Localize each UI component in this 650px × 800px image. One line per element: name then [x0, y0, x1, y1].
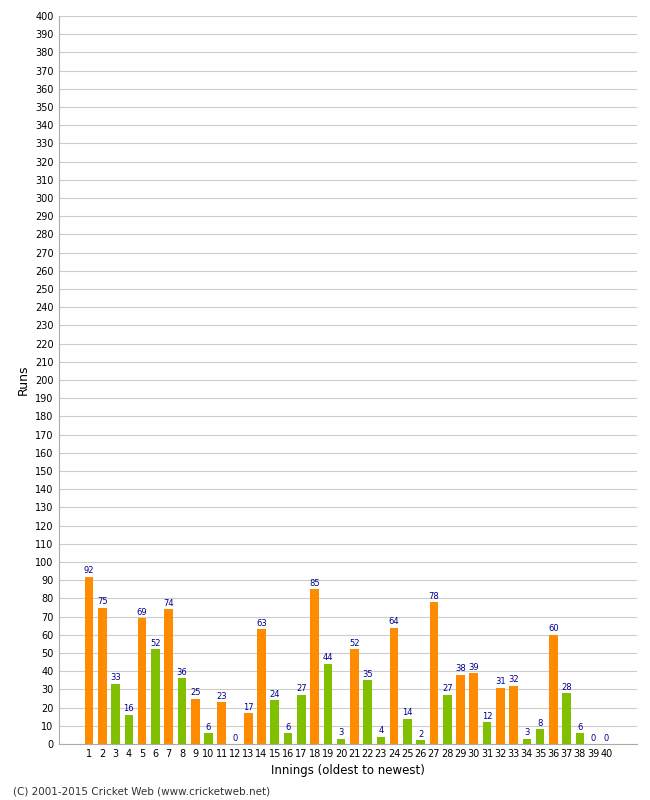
Text: 23: 23 — [216, 692, 227, 701]
Bar — [376, 737, 385, 744]
Text: 78: 78 — [428, 591, 439, 601]
Bar — [456, 675, 465, 744]
Text: 12: 12 — [482, 712, 492, 721]
Bar — [244, 713, 253, 744]
Text: 25: 25 — [190, 688, 200, 697]
Text: 3: 3 — [339, 728, 344, 737]
Bar — [417, 740, 425, 744]
Text: 39: 39 — [469, 662, 479, 671]
Bar — [523, 738, 531, 744]
Bar — [84, 577, 94, 744]
Text: 74: 74 — [163, 599, 174, 608]
Text: 64: 64 — [389, 617, 400, 626]
Bar — [111, 684, 120, 744]
Bar — [443, 695, 452, 744]
Text: 27: 27 — [296, 685, 307, 694]
Bar — [191, 698, 200, 744]
Text: 31: 31 — [495, 677, 506, 686]
Text: 36: 36 — [177, 668, 187, 677]
Bar — [509, 686, 518, 744]
Bar — [310, 590, 319, 744]
Bar — [218, 702, 226, 744]
Text: 33: 33 — [111, 674, 121, 682]
Bar — [403, 718, 411, 744]
Text: 52: 52 — [349, 639, 359, 648]
Text: 92: 92 — [84, 566, 94, 575]
Text: 16: 16 — [124, 705, 134, 714]
Bar — [257, 630, 266, 744]
Text: 52: 52 — [150, 639, 161, 648]
Text: 0: 0 — [233, 734, 238, 742]
Text: 35: 35 — [362, 670, 373, 679]
Text: 32: 32 — [508, 675, 519, 684]
Bar — [297, 695, 306, 744]
Bar — [575, 733, 584, 744]
Text: 24: 24 — [270, 690, 280, 699]
Bar — [562, 693, 571, 744]
Text: 6: 6 — [206, 722, 211, 732]
Text: 69: 69 — [137, 608, 148, 617]
Text: 8: 8 — [538, 719, 543, 728]
Text: 63: 63 — [256, 619, 267, 628]
Text: 4: 4 — [378, 726, 383, 735]
Bar — [270, 700, 279, 744]
Bar — [430, 602, 438, 744]
Bar — [164, 610, 173, 744]
Bar — [177, 678, 187, 744]
Text: 27: 27 — [442, 685, 452, 694]
Y-axis label: Runs: Runs — [16, 365, 29, 395]
Bar — [204, 733, 213, 744]
Bar — [536, 730, 545, 744]
Text: 85: 85 — [309, 579, 320, 588]
Text: 0: 0 — [604, 734, 609, 742]
Bar — [125, 715, 133, 744]
Bar — [284, 733, 292, 744]
Bar — [390, 627, 398, 744]
Bar — [350, 650, 359, 744]
Bar — [483, 722, 491, 744]
Text: 2: 2 — [418, 730, 423, 739]
Bar — [549, 634, 558, 744]
X-axis label: Innings (oldest to newest): Innings (oldest to newest) — [271, 765, 424, 778]
Text: 14: 14 — [402, 708, 413, 717]
Bar — [138, 618, 146, 744]
Bar — [324, 664, 332, 744]
Text: (C) 2001-2015 Cricket Web (www.cricketweb.net): (C) 2001-2015 Cricket Web (www.cricketwe… — [13, 786, 270, 796]
Bar — [151, 650, 160, 744]
Text: 0: 0 — [590, 734, 596, 742]
Text: 28: 28 — [562, 682, 572, 691]
Text: 75: 75 — [97, 597, 108, 606]
Bar — [469, 673, 478, 744]
Text: 60: 60 — [548, 624, 558, 634]
Bar — [496, 687, 504, 744]
Text: 38: 38 — [455, 664, 466, 674]
Text: 3: 3 — [524, 728, 530, 737]
Text: 6: 6 — [285, 722, 291, 732]
Bar — [98, 607, 107, 744]
Bar — [337, 738, 345, 744]
Text: 44: 44 — [322, 654, 333, 662]
Text: 6: 6 — [577, 722, 582, 732]
Text: 17: 17 — [243, 702, 254, 712]
Bar — [363, 680, 372, 744]
